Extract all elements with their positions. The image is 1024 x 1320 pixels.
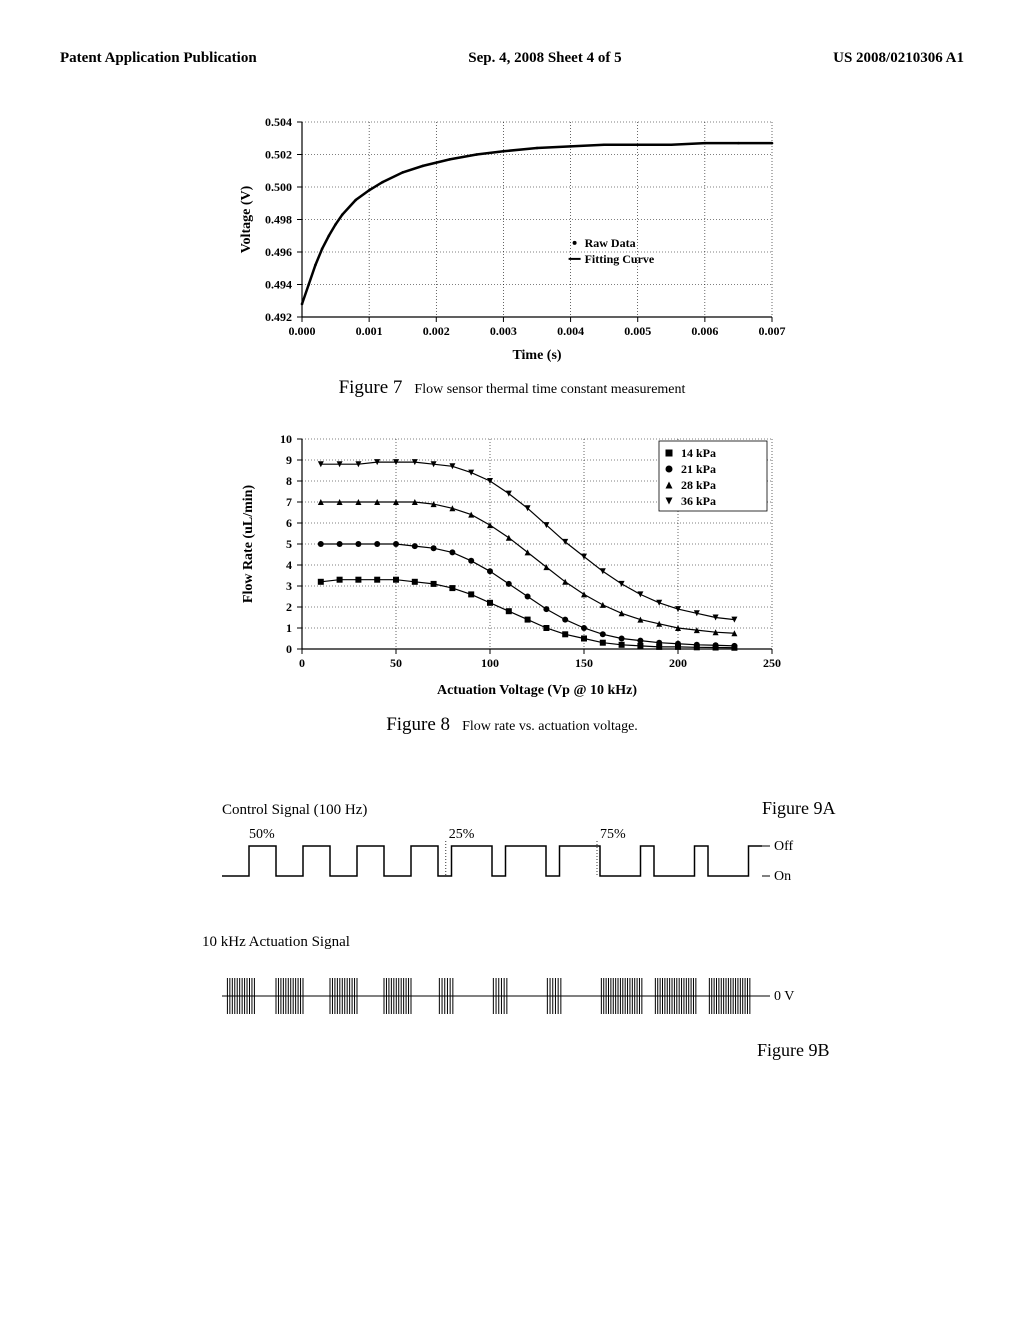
svg-text:2: 2 (286, 600, 292, 614)
figure-9: Control Signal (100 Hz) 50% 25% 75% Off On Fig… (60, 796, 964, 1076)
svg-text:50: 50 (390, 656, 402, 670)
svg-text:10: 10 (280, 432, 292, 446)
svg-text:150: 150 (575, 656, 593, 670)
svg-text:0.496: 0.496 (265, 245, 292, 259)
figure-7: 0.000 0.001 0.002 0.003 0.004 0.005 0.006 0.007… (60, 107, 964, 399)
figure-8: 0 50 100 150 200 250 0 1 2 3 4 5 6 7 8 9 10 Actuation Vol… (60, 424, 964, 736)
svg-text:3: 3 (286, 579, 292, 593)
svg-text:Control Signal (100 Hz): Control Signal (100 Hz) (222, 802, 367, 818)
svg-text:4: 4 (286, 558, 292, 572)
chart-voltage-time: 0.000 0.001 0.002 0.003 0.004 0.005 0.006 0.007… (232, 107, 792, 367)
figure-8-caption: Figure 8 Flow rate vs. actuation voltage… (60, 714, 964, 736)
svg-text:0.002: 0.002 (423, 324, 450, 338)
svg-text:0.006: 0.006 (691, 324, 718, 338)
svg-text:Raw Data: Raw Data (585, 236, 636, 250)
figure-7-label: Figure 7 (339, 377, 403, 398)
svg-text:0 V: 0 V (774, 989, 794, 1004)
svg-text:0.007: 0.007 (759, 324, 786, 338)
svg-text:200: 200 (669, 656, 687, 670)
svg-text:5: 5 (286, 537, 292, 551)
svg-text:Time (s): Time (s) (512, 348, 561, 363)
svg-text:0.494: 0.494 (265, 278, 292, 292)
svg-text:0.004: 0.004 (557, 324, 584, 338)
svg-text:21 kPa: 21 kPa (681, 462, 716, 476)
svg-text:14 kPa: 14 kPa (681, 446, 716, 460)
page: Patent Application Publication Sep. 4, 2… (0, 0, 1024, 1136)
svg-text:250: 250 (763, 656, 781, 670)
svg-text:0.005: 0.005 (624, 324, 651, 338)
svg-text:Off: Off (774, 839, 794, 854)
svg-text:0: 0 (286, 642, 292, 656)
figure-8-text: Flow rate vs. actuation voltage. (462, 719, 638, 734)
svg-text:Actuation Voltage (Vp @ 10 kHz: Actuation Voltage (Vp @ 10 kHz) (437, 683, 637, 698)
svg-text:Voltage (V): Voltage (V) (239, 185, 254, 253)
svg-text:75%: 75% (600, 827, 626, 842)
svg-text:0.003: 0.003 (490, 324, 517, 338)
figure-7-text: Flow sensor thermal time constant measur… (414, 382, 685, 397)
svg-text:28 kPa: 28 kPa (681, 478, 716, 492)
chart-flowrate-voltage: 0 50 100 150 200 250 0 1 2 3 4 5 6 7 8 9 10 Actuation Vol… (232, 424, 792, 704)
svg-text:On: On (774, 869, 791, 884)
figure-8-label: Figure 8 (386, 714, 450, 735)
svg-text:0.000: 0.000 (289, 324, 316, 338)
header-left: Patent Application Publication (60, 50, 257, 67)
svg-text:36 kPa: 36 kPa (681, 494, 716, 508)
svg-text:0.504: 0.504 (265, 115, 292, 129)
svg-text:0: 0 (299, 656, 305, 670)
svg-text:7: 7 (286, 495, 292, 509)
svg-text:Figure 9A: Figure 9A (762, 798, 836, 818)
header-right: US 2008/0210306 A1 (833, 50, 964, 67)
svg-text:8: 8 (286, 474, 292, 488)
svg-text:1: 1 (286, 621, 292, 635)
svg-text:Figure 9B: Figure 9B (757, 1040, 830, 1060)
svg-text:0.492: 0.492 (265, 310, 292, 324)
header-center: Sep. 4, 2008 Sheet 4 of 5 (468, 50, 621, 67)
svg-text:9: 9 (286, 453, 292, 467)
svg-text:0.001: 0.001 (356, 324, 383, 338)
page-header: Patent Application Publication Sep. 4, 2… (60, 50, 964, 67)
svg-text:Flow Rate (uL/min): Flow Rate (uL/min) (241, 485, 256, 604)
svg-text:100: 100 (481, 656, 499, 670)
svg-text:0.500: 0.500 (265, 180, 292, 194)
signal-diagrams: Control Signal (100 Hz) 50% 25% 75% Off On Fig… (152, 796, 872, 1076)
svg-text:6: 6 (286, 516, 292, 530)
svg-text:0.498: 0.498 (265, 213, 292, 227)
svg-text:0.502: 0.502 (265, 148, 292, 162)
figure-7-caption: Figure 7 Flow sensor thermal time consta… (60, 377, 964, 399)
svg-text:Fitting Curve: Fitting Curve (585, 252, 655, 266)
svg-text:50%: 50% (249, 827, 275, 842)
svg-text:25%: 25% (449, 827, 475, 842)
svg-text:10 kHz Actuation Signal: 10 kHz Actuation Signal (202, 934, 350, 950)
